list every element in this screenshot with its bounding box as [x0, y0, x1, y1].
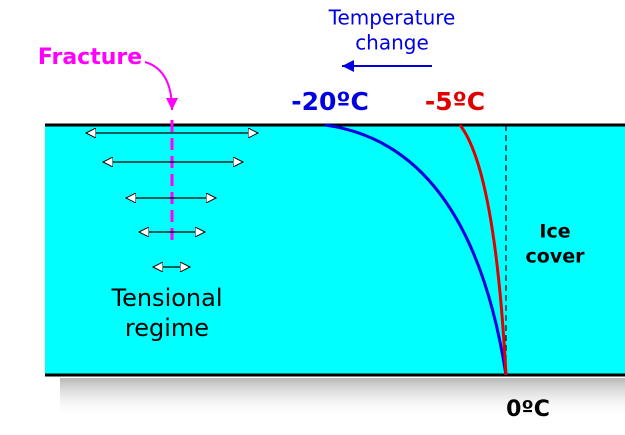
warm-label: -5ºC	[425, 87, 485, 116]
ice-cover-label: cover	[526, 246, 586, 268]
cold-profile	[324, 123, 508, 376]
change-label: Temperature	[328, 6, 456, 30]
fracture-arrow	[144, 61, 178, 111]
fracture-label: Fracture	[38, 45, 142, 70]
change-label: change	[355, 31, 429, 55]
regime-label: regime	[125, 314, 209, 342]
base-label: 0ºC	[506, 397, 550, 422]
shadow	[60, 378, 625, 418]
ice-body	[45, 125, 625, 375]
tension-arrows	[86, 133, 258, 267]
cold-label: -20ºC	[291, 87, 369, 116]
ice-cover-label: Ice	[539, 221, 570, 243]
regime-label: Tensional	[111, 284, 223, 312]
warm-profile	[458, 124, 508, 376]
